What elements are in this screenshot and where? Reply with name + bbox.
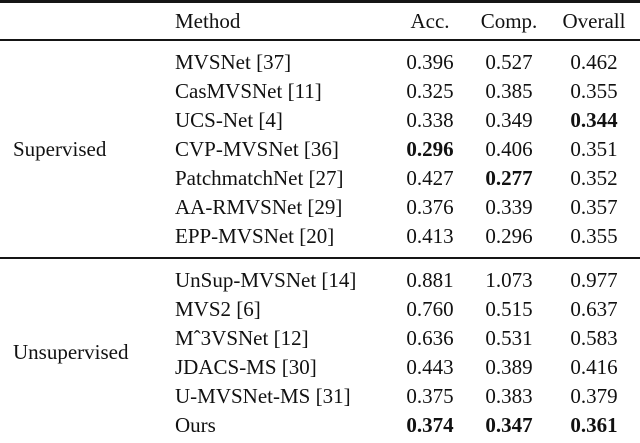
table-row: Mˆ3VSNet [12] 0.636 0.531 0.583 bbox=[0, 324, 640, 353]
header-overall: Overall bbox=[562, 8, 626, 33]
overall-cell: 0.355 bbox=[570, 79, 618, 103]
table-row: Ours 0.374 0.347 0.361 bbox=[0, 411, 640, 443]
comp-cell: 0.339 bbox=[485, 195, 533, 219]
method-cell: Mˆ3VSNet [12] bbox=[175, 326, 309, 350]
comp-cell: 0.531 bbox=[485, 326, 533, 350]
section-unsupervised: Unsupervised UnSup-MVSNet [14] 0.881 1.073 0… bbox=[0, 258, 640, 443]
comp-cell: 0.296 bbox=[485, 224, 533, 248]
overall-cell: 0.355 bbox=[570, 224, 618, 248]
overall-cell: 0.357 bbox=[570, 195, 618, 219]
method-cell: U-MVSNet-MS [31] bbox=[175, 384, 351, 408]
overall-cell: 0.583 bbox=[570, 326, 618, 350]
table-row: JDACS-MS [30] 0.443 0.389 0.416 bbox=[0, 353, 640, 382]
table-row: EPP-MVSNet [20] 0.413 0.296 0.355 bbox=[0, 222, 640, 258]
comp-cell: 0.347 bbox=[485, 413, 533, 437]
table-row: MVS2 [6] 0.760 0.515 0.637 bbox=[0, 295, 640, 324]
overall-cell: 0.416 bbox=[570, 355, 618, 379]
acc-cell: 0.374 bbox=[406, 413, 454, 437]
table-row: Supervised MVSNet [37] 0.396 0.527 0.462 bbox=[0, 40, 640, 160]
header-method: Method bbox=[175, 8, 241, 33]
comp-cell: 0.383 bbox=[485, 384, 533, 408]
overall-cell: 0.462 bbox=[570, 50, 618, 74]
header-comp: Comp. bbox=[480, 8, 538, 33]
acc-cell: 0.375 bbox=[406, 384, 454, 408]
comp-cell: 0.389 bbox=[485, 355, 533, 379]
acc-cell: 0.338 bbox=[406, 108, 454, 132]
comp-cell: 1.073 bbox=[485, 268, 533, 292]
overall-cell: 0.361 bbox=[570, 413, 618, 437]
table-header: Method Acc. Comp. Overall bbox=[0, 1, 640, 41]
acc-cell: 0.325 bbox=[406, 79, 454, 103]
method-cell: MVS2 [6] bbox=[175, 297, 261, 321]
header-row: Method Acc. Comp. Overall bbox=[0, 2, 640, 41]
table-row: CasMVSNet [11] 0.325 0.385 0.355 bbox=[0, 77, 640, 106]
acc-cell: 0.760 bbox=[406, 297, 454, 321]
acc-cell: 0.636 bbox=[406, 326, 454, 350]
overall-cell: 0.379 bbox=[570, 384, 618, 408]
method-cell: UCS-Net [4] bbox=[175, 108, 283, 132]
acc-cell: 0.296 bbox=[406, 137, 454, 161]
acc-cell: 0.396 bbox=[406, 50, 454, 74]
group-label: Unsupervised bbox=[13, 340, 129, 364]
table-row: CVP-MVSNet [36] 0.296 0.406 0.351 bbox=[0, 135, 640, 164]
overall-cell: 0.637 bbox=[570, 297, 618, 321]
table-row: PatchmatchNet [27] 0.427 0.277 0.352 bbox=[0, 164, 640, 193]
method-cell: JDACS-MS [30] bbox=[175, 355, 317, 379]
method-cell: Ours bbox=[175, 413, 216, 437]
overall-cell: 0.344 bbox=[570, 108, 618, 132]
group-label: Supervised bbox=[13, 136, 107, 161]
overall-cell: 0.977 bbox=[570, 268, 618, 292]
method-cell: AA-RMVSNet [29] bbox=[175, 195, 343, 219]
comp-cell: 0.515 bbox=[485, 297, 533, 321]
comp-cell: 0.277 bbox=[485, 166, 533, 190]
comp-cell: 0.385 bbox=[485, 79, 533, 103]
overall-cell: 0.351 bbox=[570, 137, 618, 161]
overall-cell: 0.352 bbox=[570, 166, 618, 190]
comp-cell: 0.406 bbox=[485, 137, 533, 161]
comp-cell: 0.527 bbox=[485, 50, 533, 74]
table-row: Unsupervised UnSup-MVSNet [14] 0.881 1.073 0… bbox=[0, 258, 640, 363]
header-group bbox=[0, 2, 175, 41]
method-cell: CVP-MVSNet [36] bbox=[175, 137, 339, 161]
method-cell: MVSNet [37] bbox=[175, 50, 292, 74]
method-cell: EPP-MVSNet [20] bbox=[175, 224, 335, 248]
acc-cell: 0.427 bbox=[406, 166, 454, 190]
comp-cell: 0.349 bbox=[485, 108, 533, 132]
method-cell: UnSup-MVSNet [14] bbox=[175, 268, 357, 292]
table-row: AA-RMVSNet [29] 0.376 0.339 0.357 bbox=[0, 193, 640, 222]
acc-cell: 0.413 bbox=[406, 224, 454, 248]
method-cell: CasMVSNet [11] bbox=[175, 79, 322, 103]
acc-cell: 0.881 bbox=[406, 268, 454, 292]
acc-cell: 0.376 bbox=[406, 195, 454, 219]
header-acc: Acc. bbox=[410, 8, 450, 33]
method-cell: PatchmatchNet [27] bbox=[175, 166, 344, 190]
table-row: UCS-Net [4] 0.338 0.349 0.344 bbox=[0, 106, 640, 135]
acc-cell: 0.443 bbox=[406, 355, 454, 379]
section-supervised: Supervised MVSNet [37] 0.396 0.527 0.462 CasM… bbox=[0, 40, 640, 258]
table-row: U-MVSNet-MS [31] 0.375 0.383 0.379 bbox=[0, 382, 640, 411]
